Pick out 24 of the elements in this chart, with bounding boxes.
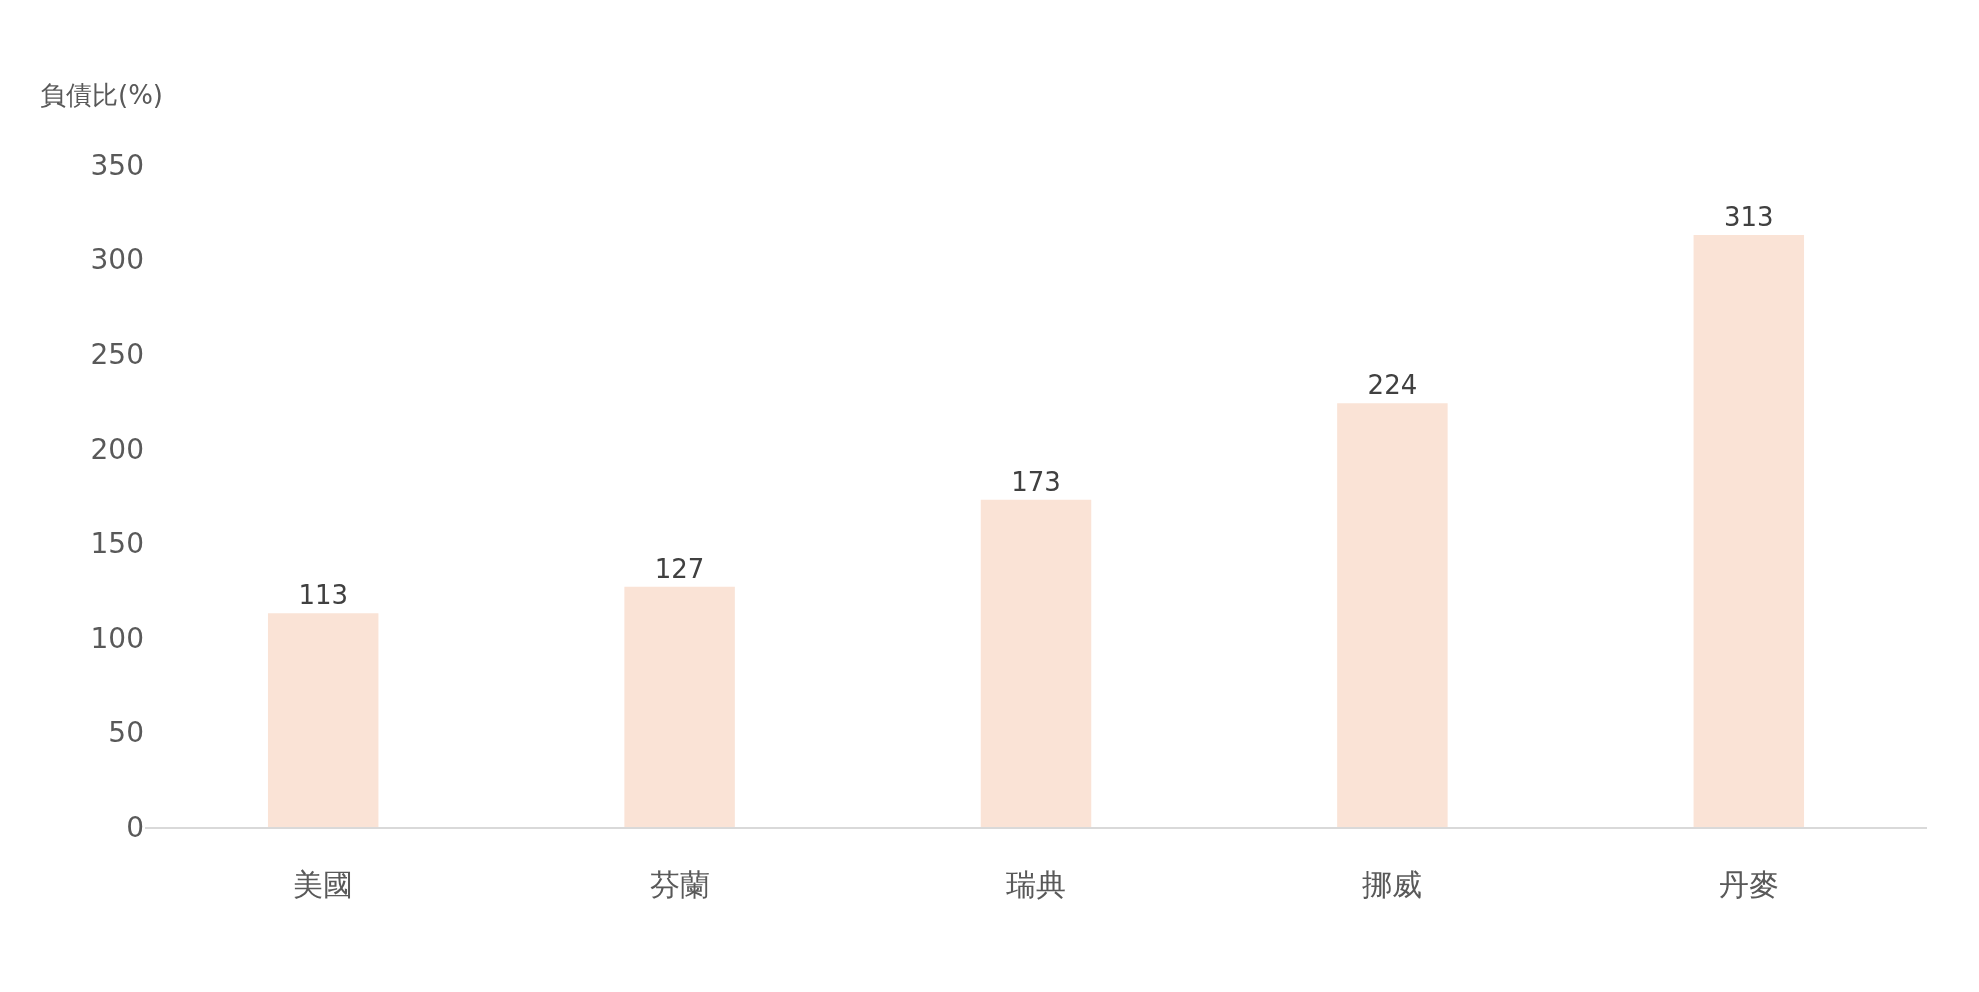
y-tick-label: 250: [90, 337, 144, 371]
y-tick-label: 350: [90, 148, 144, 182]
x-tick-label: 美國: [293, 867, 354, 902]
x-tick-label: 丹麥: [1718, 867, 1779, 902]
data-label: 113: [298, 580, 349, 611]
y-tick-label: 0: [126, 810, 144, 844]
data-label: 127: [654, 553, 705, 584]
data-label: 224: [1367, 370, 1418, 401]
y-tick-label: 100: [90, 621, 144, 655]
bar: [1337, 403, 1448, 827]
x-tick-label: 挪威: [1362, 867, 1423, 902]
y-tick-label: 50: [108, 716, 144, 750]
bar: [267, 613, 379, 827]
y-tick-label: 300: [90, 243, 144, 277]
bar: [1693, 234, 1805, 827]
y-tick-label: 150: [90, 527, 144, 561]
y-axis-title: 負債比(%): [40, 80, 163, 110]
data-label: 313: [1723, 201, 1774, 232]
y-tick-label: 200: [90, 432, 144, 466]
x-tick-label: 芬蘭: [649, 867, 710, 902]
bar: [980, 499, 1092, 827]
x-tick-label: 瑞典: [1006, 867, 1066, 902]
data-label: 173: [1011, 466, 1061, 497]
bar: [624, 586, 735, 827]
